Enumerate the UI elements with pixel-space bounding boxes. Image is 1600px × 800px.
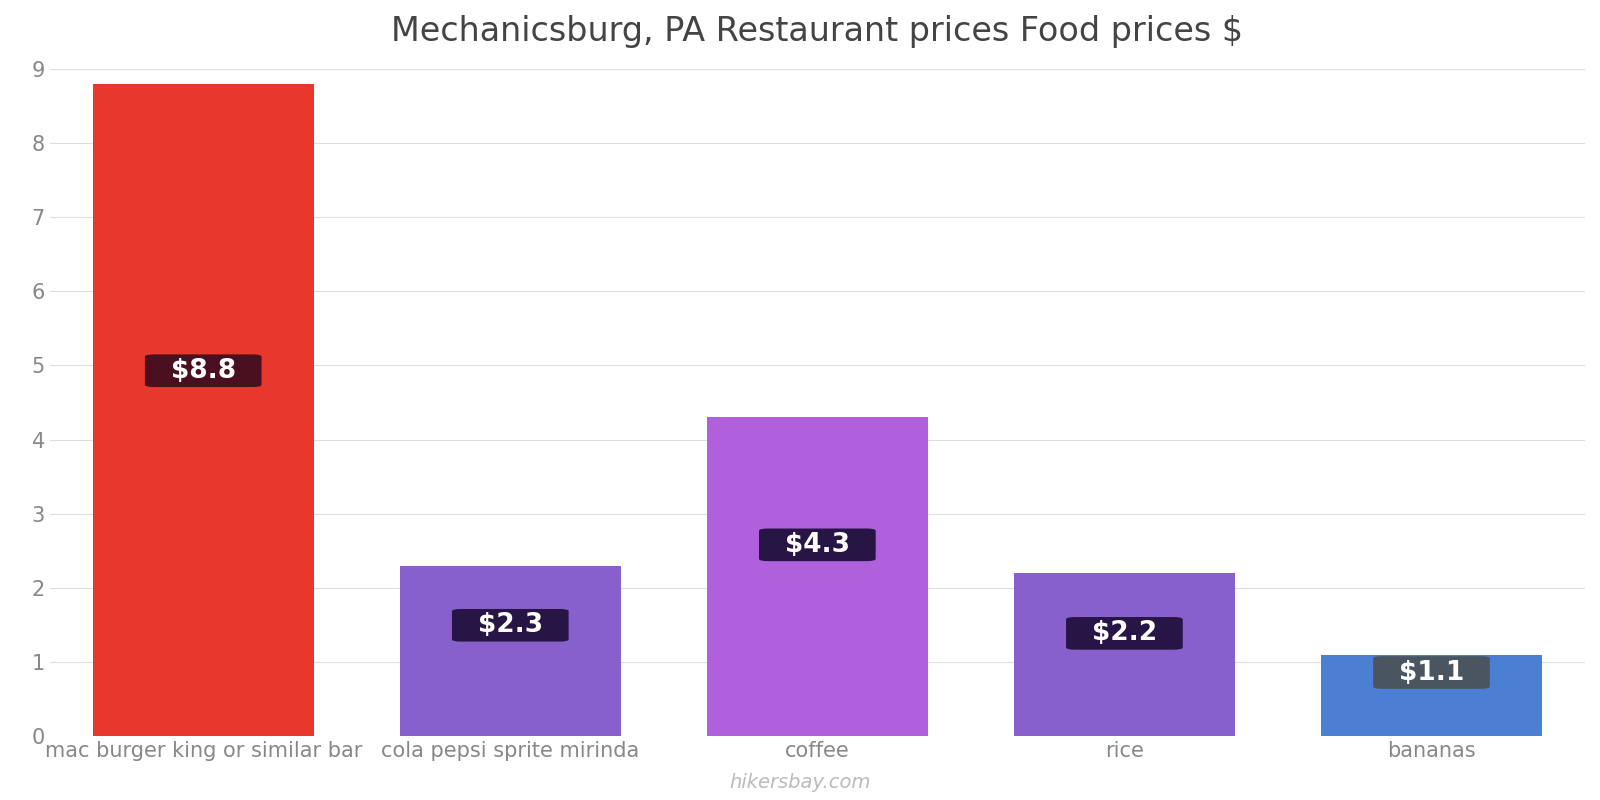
FancyBboxPatch shape [1373,656,1490,689]
Bar [1322,654,1542,736]
Text: $4.3: $4.3 [786,532,850,558]
Text: $2.2: $2.2 [1091,620,1157,646]
Text: $1.1: $1.1 [1398,659,1464,686]
FancyBboxPatch shape [451,609,568,642]
FancyBboxPatch shape [146,354,261,387]
Bar [400,566,621,736]
Bar [93,84,314,736]
Text: $2.3: $2.3 [478,612,542,638]
FancyBboxPatch shape [758,529,875,561]
Bar [707,418,928,736]
Title: Mechanicsburg, PA Restaurant prices Food prices $: Mechanicsburg, PA Restaurant prices Food… [392,15,1243,48]
Bar [1014,573,1235,736]
Text: hikersbay.com: hikersbay.com [730,773,870,792]
Text: $8.8: $8.8 [171,358,235,384]
FancyBboxPatch shape [1066,617,1182,650]
